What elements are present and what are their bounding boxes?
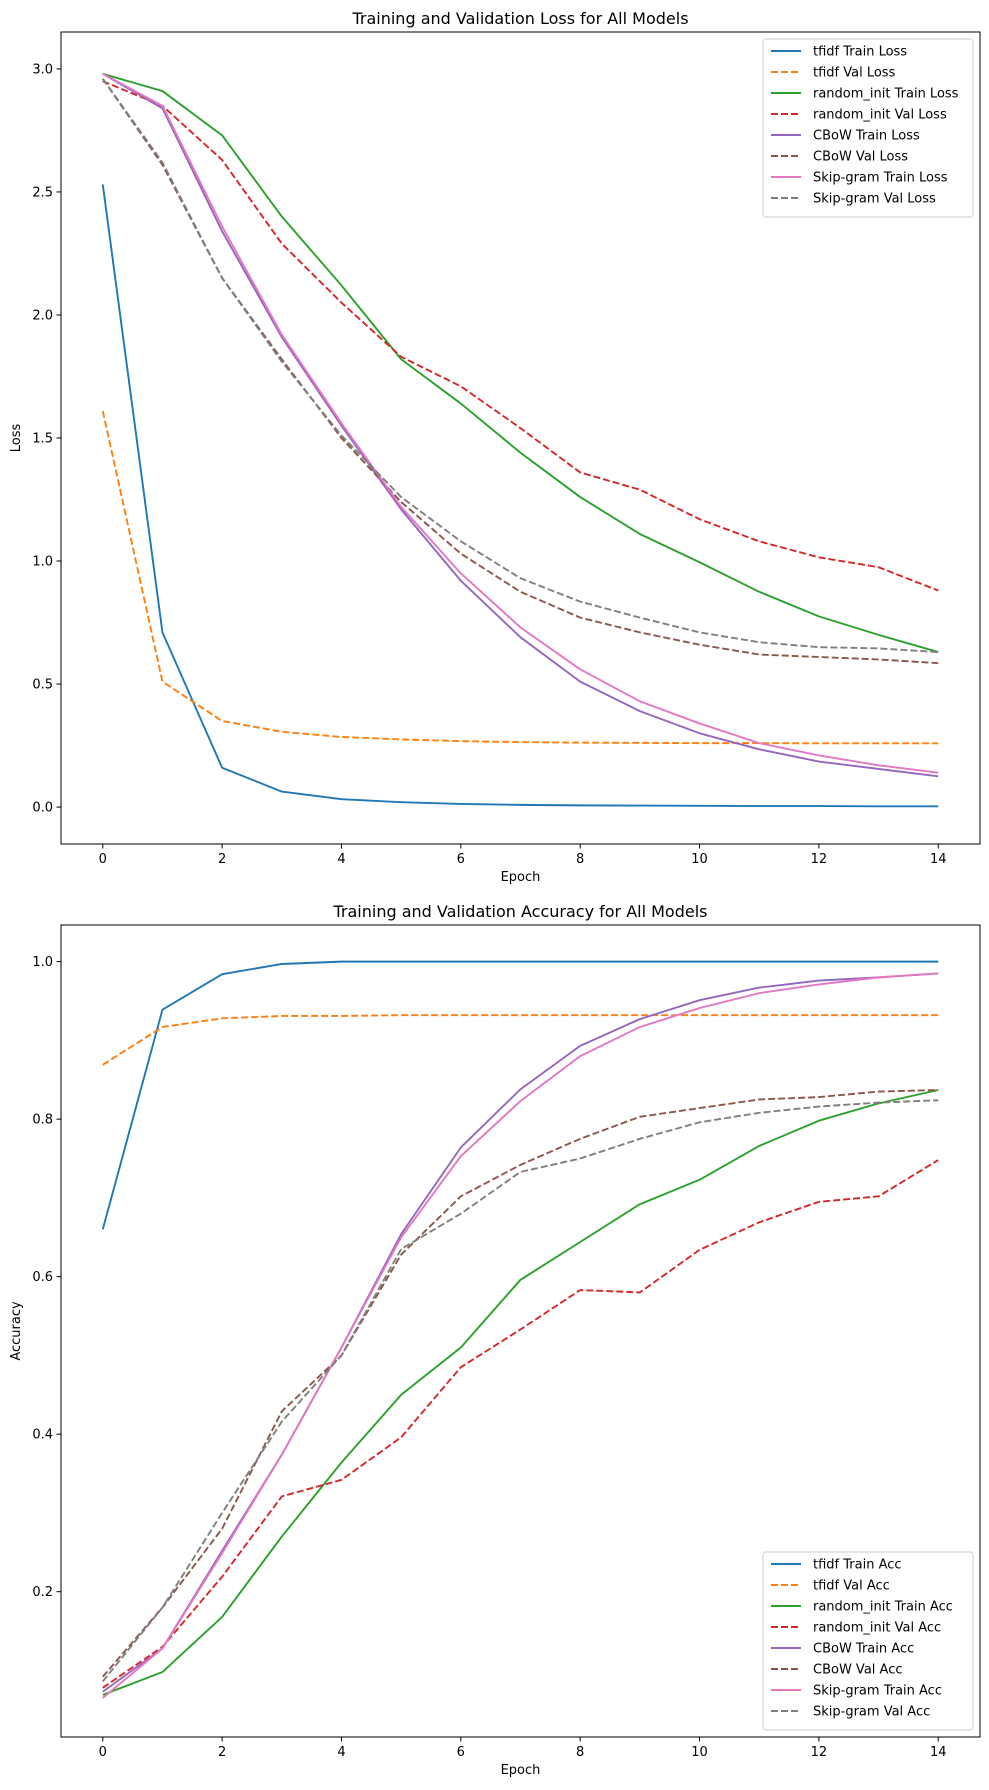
legend-label: Skip-gram Train Loss xyxy=(813,171,948,186)
series-line-random-init-train-loss xyxy=(102,72,939,653)
legend-item: tfidf Train Loss xyxy=(771,45,907,60)
y-tick-label: 1.0 xyxy=(32,555,53,570)
y-tick-label: 1.5 xyxy=(32,432,53,447)
series-line-skip-gram-val-loss xyxy=(101,78,939,654)
series-line-cbow-val-acc xyxy=(102,1089,939,1678)
y-tick-label: 2.0 xyxy=(32,308,53,323)
y-tick-label: 2.5 xyxy=(32,185,53,200)
x-axis-label: Epoch xyxy=(501,1763,541,1778)
series-line-skip-gram-train-acc xyxy=(102,972,939,1699)
accuracy-chart: Training and Validation Accuracy for All… xyxy=(9,902,981,1778)
series-line-tfidf-train-acc xyxy=(101,960,939,1230)
x-tick-label: 6 xyxy=(457,852,465,867)
series-line-random-init-val-loss xyxy=(102,80,939,592)
legend-label: random_init Val Acc xyxy=(813,1621,941,1636)
axes-frame xyxy=(60,924,981,1738)
legend-label: Skip-gram Train Acc xyxy=(813,1684,942,1699)
legend-label: random_init Train Acc xyxy=(813,1600,953,1615)
legend-item: CBoW Train Loss xyxy=(771,129,920,144)
series-line-random-init-val-acc xyxy=(102,1159,939,1689)
legend-label: CBoW Val Loss xyxy=(813,150,908,165)
legend-item: Skip-gram Train Acc xyxy=(771,1684,942,1699)
legend-label: tfidf Val Loss xyxy=(813,66,896,81)
y-tick-label: 3.0 xyxy=(32,62,53,77)
legend-label: Skip-gram Val Loss xyxy=(813,192,936,207)
y-axis-label: Accuracy xyxy=(9,1301,24,1361)
series-line-skip-gram-train-loss xyxy=(102,72,939,774)
y-tick-label: 0.0 xyxy=(32,801,53,816)
legend-box xyxy=(762,1551,974,1731)
legend-item: CBoW Train Acc xyxy=(771,1642,914,1657)
x-tick-label: 10 xyxy=(691,852,708,867)
x-tick-label: 12 xyxy=(811,1745,828,1760)
x-tick-label: 8 xyxy=(576,852,584,867)
legend-item: Skip-gram Val Loss xyxy=(771,192,936,207)
legend-label: CBoW Val Acc xyxy=(813,1663,903,1678)
x-tick-label: 4 xyxy=(337,852,345,867)
y-tick-label: 0.8 xyxy=(32,1113,53,1128)
chart-title: Training and Validation Accuracy for All… xyxy=(332,902,707,921)
legend-label: CBoW Train Acc xyxy=(813,1642,914,1657)
y-tick-label: 0.6 xyxy=(32,1270,53,1285)
series-group xyxy=(101,960,939,1699)
legend-item: Skip-gram Train Loss xyxy=(771,171,948,186)
legend-label: random_init Train Loss xyxy=(813,87,959,102)
y-tick-label: 0.5 xyxy=(32,678,53,693)
legend-item: Skip-gram Val Acc xyxy=(771,1705,930,1720)
x-tick-label: 8 xyxy=(576,1745,584,1760)
series-line-cbow-train-loss xyxy=(102,73,939,778)
x-tick-label: 4 xyxy=(337,1745,345,1760)
legend-item: CBoW Val Acc xyxy=(771,1663,903,1678)
legend-label: tfidf Train Loss xyxy=(813,45,907,60)
x-tick-label: 2 xyxy=(218,852,226,867)
legend-item: random_init Val Acc xyxy=(771,1621,941,1636)
x-tick-label: 6 xyxy=(457,1745,465,1760)
x-tick-label: 14 xyxy=(930,1745,947,1760)
series-line-random-init-train-acc xyxy=(102,1089,939,1696)
y-tick-label: 0.4 xyxy=(32,1428,53,1443)
y-axis-label: Loss xyxy=(9,424,24,453)
x-tick-label: 12 xyxy=(811,852,828,867)
legend-label: tfidf Train Acc xyxy=(813,1558,902,1573)
legend-box xyxy=(762,38,974,218)
legend: tfidf Train Loss tfidf Val Loss random_ini… xyxy=(762,38,974,218)
y-tick-label: 0.2 xyxy=(32,1585,53,1600)
legend: tfidf Train Acc tfidf Val Acc random_init … xyxy=(762,1551,974,1731)
series-line-skip-gram-val-acc xyxy=(102,1099,939,1683)
series-line-tfidf-val-acc xyxy=(102,1014,939,1066)
legend-label: CBoW Train Loss xyxy=(813,129,920,144)
legend-label: random_init Val Loss xyxy=(813,108,947,123)
series-line-tfidf-train-loss xyxy=(101,184,939,808)
legend-item: random_init Train Acc xyxy=(771,1600,953,1615)
x-tick-label: 0 xyxy=(99,1745,107,1760)
series-line-tfidf-val-loss xyxy=(101,410,939,745)
legend-item: CBoW Val Loss xyxy=(771,150,908,165)
legend-label: tfidf Val Acc xyxy=(813,1579,890,1594)
x-tick-label: 0 xyxy=(99,852,107,867)
series-group xyxy=(101,72,939,808)
chart-title: Training and Validation Loss for All Mod… xyxy=(351,9,688,28)
legend-item: random_init Val Loss xyxy=(771,108,947,123)
x-tick-label: 2 xyxy=(218,1745,226,1760)
legend-item: tfidf Train Acc xyxy=(771,1558,902,1573)
legend-label: Skip-gram Val Acc xyxy=(813,1705,930,1720)
x-axis-label: Epoch xyxy=(501,870,541,885)
loss-chart: Training and Validation Loss for All Mod… xyxy=(9,9,981,885)
legend-item: tfidf Val Loss xyxy=(771,66,896,81)
legend-item: random_init Train Loss xyxy=(771,87,959,102)
x-tick-label: 14 xyxy=(930,852,947,867)
x-tick-label: 10 xyxy=(691,1745,708,1760)
y-tick-label: 1.0 xyxy=(32,955,53,970)
legend-item: tfidf Val Acc xyxy=(771,1579,890,1594)
